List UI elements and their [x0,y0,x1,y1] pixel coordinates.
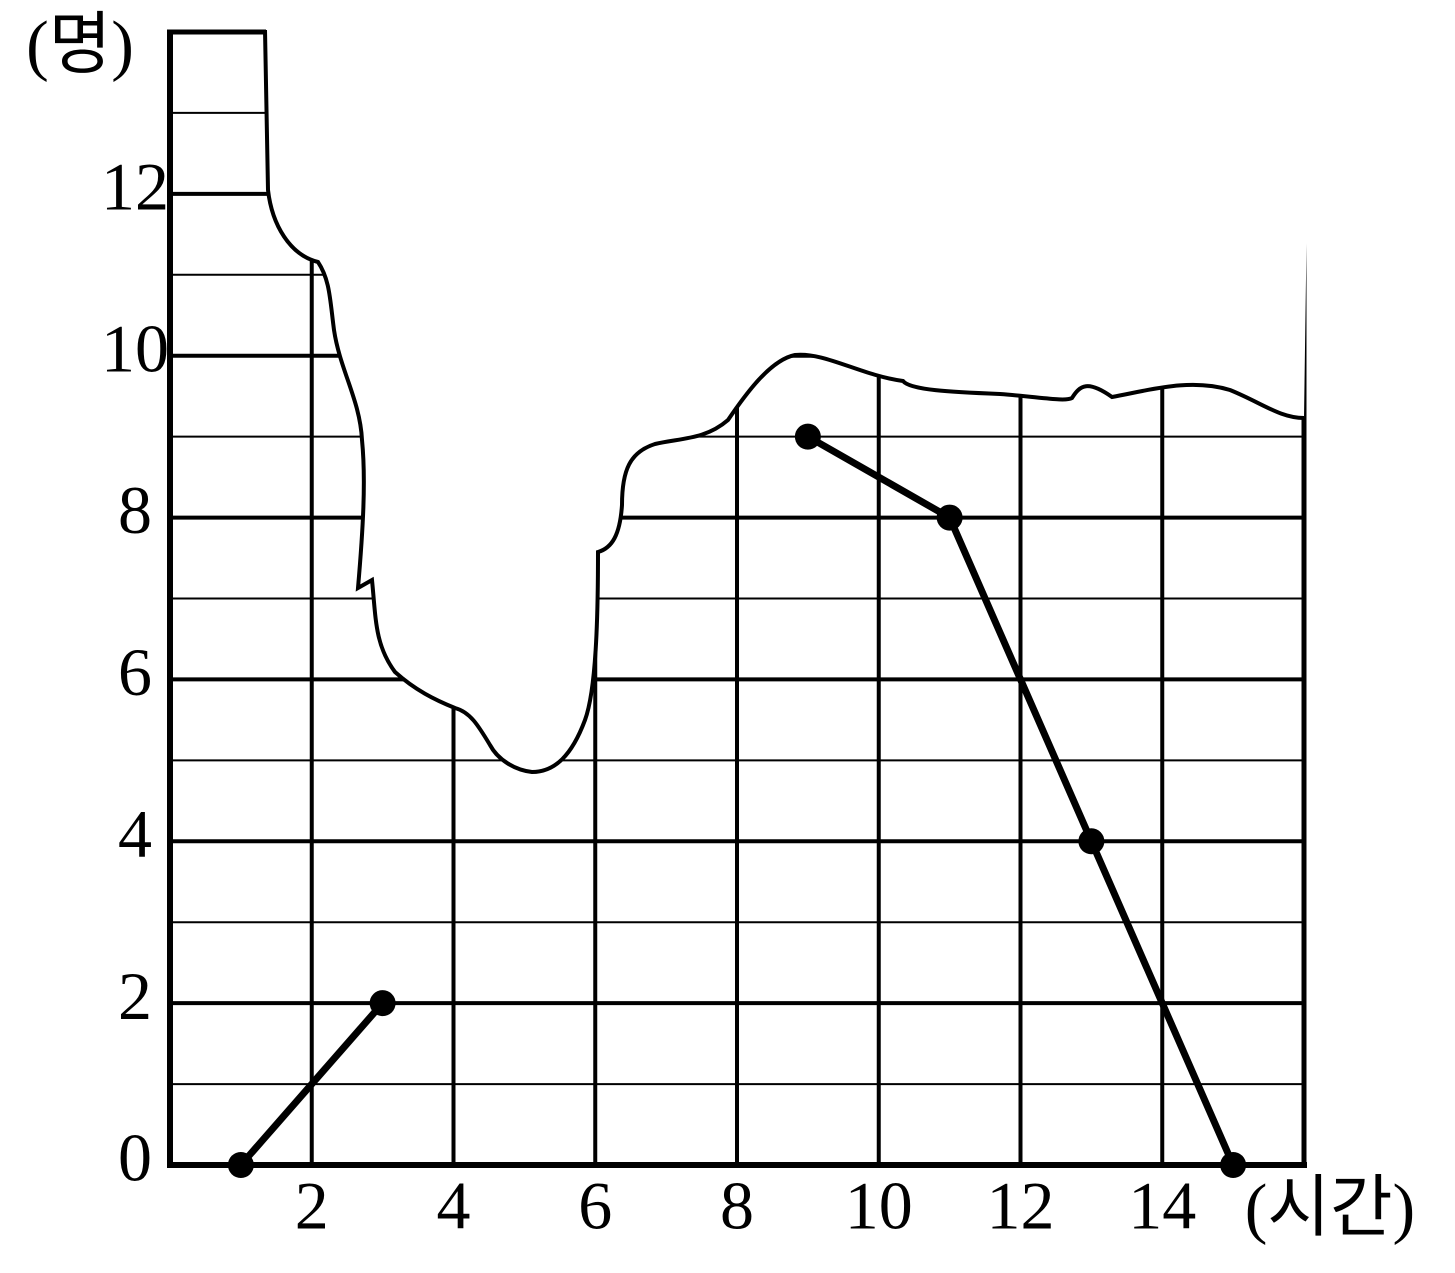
y-tick-label: 8 [118,472,152,548]
x-tick-label: 14 [1128,1168,1196,1244]
x-tick-label: 2 [295,1168,329,1244]
point [227,1152,254,1178]
y-tick-label: 0 [118,1120,152,1196]
point [1078,828,1105,855]
y-tick-label: 10 [101,310,169,386]
y-tick-label: 6 [118,634,152,710]
axes: 0 2 4 6 8 10 12 2 4 6 8 10 12 14 [101,29,1307,1244]
x-tick-label: 12 [987,1168,1055,1244]
series [227,423,1247,1178]
point [794,423,821,450]
point [369,990,396,1017]
line [806,433,1237,1167]
y-tick-label: 12 [101,148,169,224]
point [1220,1152,1247,1178]
y-tick-label: 2 [118,958,152,1034]
x-tick-label: 8 [720,1168,754,1244]
y-tick-label: 4 [118,796,152,872]
line [238,1000,386,1168]
x-axis-label: (시간) [1245,1170,1415,1246]
y-axis-label: (명) [26,7,134,83]
x-tick-label: 4 [437,1168,471,1244]
x-tick-label: 10 [845,1168,913,1244]
torn-edge-line [263,29,1305,775]
point [936,504,963,531]
torn-edge [265,0,1310,772]
x-tick-label: 6 [578,1168,612,1244]
